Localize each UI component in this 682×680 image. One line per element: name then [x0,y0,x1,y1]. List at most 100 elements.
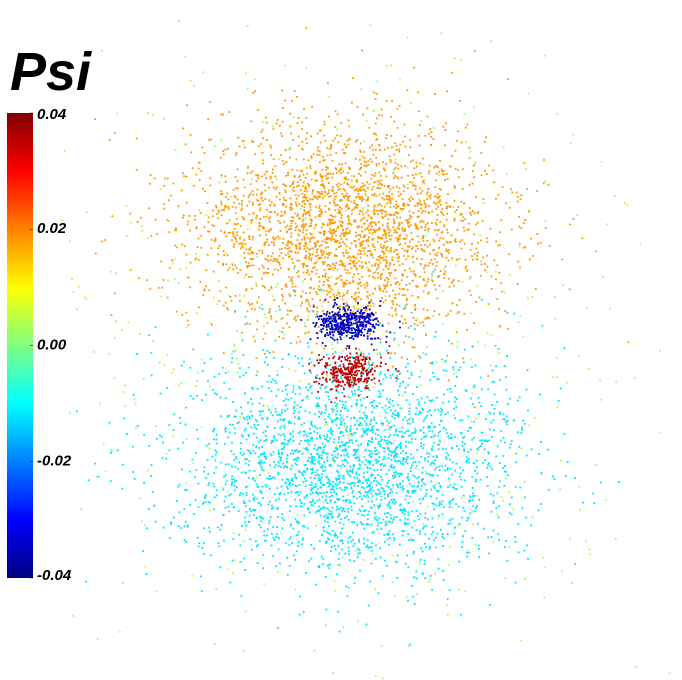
point [297,335,300,338]
point [378,114,380,116]
point [278,493,281,496]
point [250,221,253,224]
point [284,64,287,67]
point [200,170,203,172]
point [330,144,333,146]
point [324,498,327,501]
point [491,468,494,471]
point [485,136,487,139]
point [329,231,332,234]
point [303,248,306,250]
point [379,255,382,257]
point [342,281,344,284]
point [326,502,329,504]
point [292,453,295,455]
point [368,236,370,238]
point [324,230,326,233]
point [209,177,212,180]
point [398,293,400,295]
point [334,520,337,523]
point [395,430,397,433]
point [388,469,390,471]
point [379,491,382,493]
point [440,168,443,171]
point [374,286,377,289]
point [318,204,321,207]
point [293,458,295,461]
point [385,236,388,239]
point [273,435,276,437]
point [349,475,352,478]
point [249,303,251,306]
point [438,423,441,426]
point [284,99,287,102]
point [330,550,332,553]
point [440,420,443,423]
point [444,271,447,273]
point [359,151,362,153]
point [404,322,407,324]
point [422,321,424,324]
point [394,158,397,161]
point [189,470,191,473]
point [321,179,324,182]
point [471,537,474,539]
point [263,313,266,316]
point [528,210,530,213]
point [273,268,276,271]
point [283,438,286,441]
point [337,291,340,294]
point [425,492,428,495]
point [341,539,344,541]
point [318,150,321,153]
point [388,313,390,316]
point [345,429,348,432]
point [406,166,409,169]
point [265,139,268,141]
point [356,187,359,190]
point [298,247,301,250]
point [434,253,437,256]
point [434,195,436,198]
point [207,501,210,504]
point [286,313,289,316]
point [359,481,361,483]
point [462,494,465,497]
point [384,373,386,376]
point [438,188,441,190]
point [520,194,523,197]
point [114,292,116,295]
point [378,287,381,290]
point [452,486,455,489]
point [315,490,318,493]
point [239,544,242,547]
point [353,240,356,242]
point [327,276,330,279]
point [266,405,269,407]
point [409,146,412,149]
point [329,223,332,225]
point [254,340,256,343]
point [375,348,378,351]
point [325,246,327,249]
point [378,210,381,212]
point [321,253,324,256]
point [250,276,253,278]
point [394,174,396,177]
point [348,168,351,171]
point [427,264,430,267]
point [276,508,279,510]
point [376,92,378,95]
point [428,547,431,550]
point [314,474,317,477]
point [467,451,470,453]
point [333,222,335,224]
point [245,372,247,374]
point [392,412,394,415]
point [261,175,263,178]
point [373,91,376,94]
point [238,145,241,148]
point [388,422,391,424]
point [449,545,452,548]
point [162,118,165,120]
